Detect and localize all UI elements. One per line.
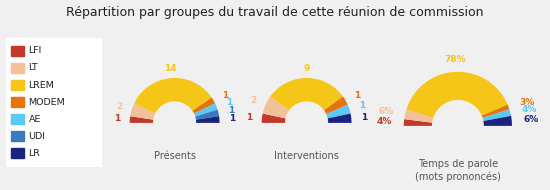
Polygon shape [270,78,343,110]
Polygon shape [196,116,219,123]
Text: 1: 1 [114,114,120,123]
Bar [11,80,24,90]
Text: 14: 14 [164,64,177,73]
Polygon shape [404,109,433,123]
Text: 2: 2 [250,96,256,105]
Polygon shape [482,109,511,121]
Text: 1: 1 [228,106,234,115]
Polygon shape [130,103,155,120]
Bar [11,114,24,124]
Text: 2: 2 [116,102,122,111]
Polygon shape [483,116,512,126]
Polygon shape [326,105,350,118]
Polygon shape [192,98,215,114]
Text: AE: AE [29,115,41,124]
Polygon shape [404,119,432,126]
Text: LR: LR [29,149,41,158]
Bar [11,63,24,73]
Text: Présents: Présents [153,151,196,161]
Polygon shape [324,97,348,114]
Text: 9: 9 [304,64,310,73]
Text: 1: 1 [222,91,228,100]
Polygon shape [406,72,508,118]
Text: 4%: 4% [522,105,537,114]
Polygon shape [195,110,219,120]
Text: LT: LT [29,63,38,72]
Bar [11,46,24,56]
Polygon shape [328,114,351,123]
Text: 1: 1 [246,113,252,122]
Text: 6%: 6% [378,107,393,116]
Polygon shape [130,116,153,123]
Bar [11,148,24,158]
Text: 78%: 78% [444,55,466,64]
Text: 3%: 3% [520,98,535,107]
Text: 1: 1 [361,113,367,122]
Text: LFI: LFI [29,46,42,55]
Text: 1: 1 [354,91,360,100]
Text: UDI: UDI [29,132,46,141]
Text: Répartition par groupes du travail de cette réunion de commission: Répartition par groupes du travail de ce… [66,6,484,19]
Bar [11,97,24,107]
Text: 4%: 4% [377,117,392,126]
Polygon shape [134,78,212,114]
FancyBboxPatch shape [1,32,107,174]
Text: 1: 1 [229,114,235,123]
Text: LREM: LREM [29,81,54,89]
Text: 1: 1 [226,98,232,107]
Text: Interventions: Interventions [274,151,339,161]
Text: 1: 1 [359,101,365,110]
Polygon shape [482,105,509,118]
Polygon shape [263,97,289,118]
Text: Temps de parole
(mots prononcés): Temps de parole (mots prononcés) [415,159,501,182]
Text: MODEM: MODEM [29,98,65,107]
Polygon shape [194,103,218,116]
Polygon shape [262,114,285,123]
Text: 6%: 6% [524,115,539,124]
Bar [11,131,24,141]
